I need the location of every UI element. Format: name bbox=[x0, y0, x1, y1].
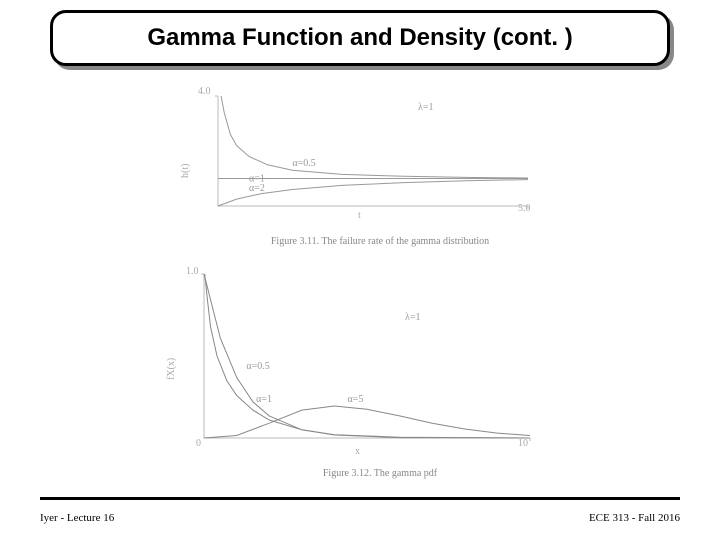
svg-text:α=5: α=5 bbox=[347, 394, 363, 405]
slide-title-box: Gamma Function and Density (cont. ) bbox=[50, 10, 670, 66]
chart-gamma-pdf: α=0.5 α=1 α=5 fX(x) x λ=1 10 1.0 0 bbox=[160, 260, 560, 480]
chart1-param-label: λ=1 bbox=[418, 102, 434, 113]
svg-text:α=1: α=1 bbox=[256, 394, 272, 405]
chart2-caption: Figure 3.12. The gamma pdf bbox=[210, 468, 550, 479]
chart1-ylabel: h(t) bbox=[180, 164, 191, 178]
chart2-svg: α=0.5 α=1 α=5 bbox=[160, 260, 540, 450]
chart2-param-label: λ=1 bbox=[405, 312, 421, 323]
svg-text:α=2: α=2 bbox=[249, 183, 265, 194]
footer-left: Iyer - Lecture 16 bbox=[40, 512, 114, 524]
chart1-caption: Figure 3.11. The failure rate of the gam… bbox=[200, 236, 560, 247]
chart2-ylabel: fX(x) bbox=[166, 358, 177, 380]
chart2-xlabel: x bbox=[355, 446, 360, 457]
chart-hazard-rate: α=0.5α=1α=2 h(t) t λ=1 5.0 4.0 bbox=[178, 88, 558, 238]
svg-text:α=0.5: α=0.5 bbox=[292, 158, 315, 169]
footer-right: ECE 313 - Fall 2016 bbox=[589, 512, 680, 524]
svg-text:α=0.5: α=0.5 bbox=[246, 361, 269, 372]
charts-area: α=0.5α=1α=2 h(t) t λ=1 5.0 4.0 Figure 3.… bbox=[150, 88, 570, 478]
chart2-origin: 0 bbox=[196, 438, 201, 449]
chart1-svg: α=0.5α=1α=2 bbox=[178, 88, 538, 218]
footer-divider bbox=[40, 497, 680, 500]
slide-title: Gamma Function and Density (cont. ) bbox=[147, 24, 572, 52]
chart1-xtick: 5.0 bbox=[518, 203, 531, 214]
chart1-ytick: 4.0 bbox=[198, 86, 211, 97]
chart1-xlabel: t bbox=[358, 210, 361, 221]
chart2-ytick: 1.0 bbox=[186, 266, 199, 277]
chart2-xtick: 10 bbox=[518, 438, 528, 449]
